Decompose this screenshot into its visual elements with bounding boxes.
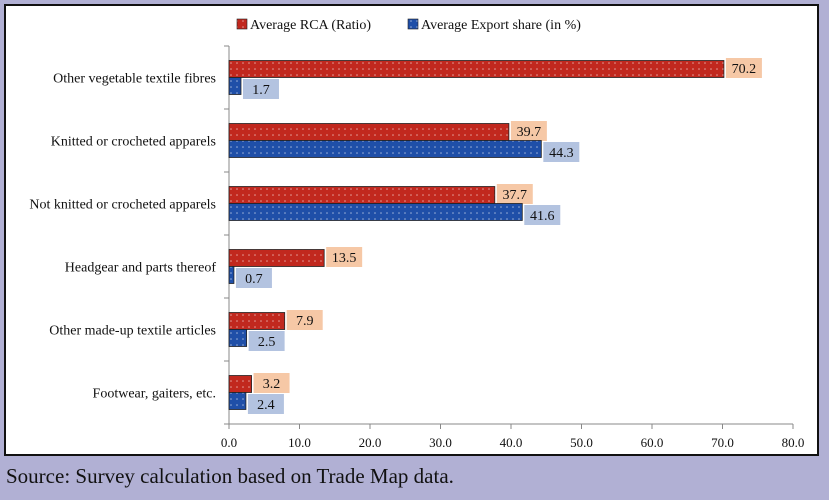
data-label-box xyxy=(286,310,323,330)
x-tick-label: 80.0 xyxy=(782,435,805,450)
rca-legend-label: Average RCA (Ratio) xyxy=(250,18,371,33)
export-share-data-label: 2.4 xyxy=(257,398,275,413)
rca-bar xyxy=(228,249,325,267)
rca-legend-swatch xyxy=(236,18,248,30)
data-label-box xyxy=(496,184,533,204)
data-label-box xyxy=(247,394,284,414)
rca-bar xyxy=(228,312,286,330)
rca-data-label: 37.7 xyxy=(503,188,528,203)
data-label-box xyxy=(725,58,762,78)
data-label-box xyxy=(326,247,363,267)
category-label: Not knitted or crocheted apparels xyxy=(29,198,216,213)
rca-data-label: 13.5 xyxy=(332,251,357,266)
rca-data-label: 7.9 xyxy=(296,314,314,329)
category-label: Headgear and parts thereof xyxy=(65,261,217,276)
x-tick-label: 40.0 xyxy=(500,435,523,450)
data-label-box xyxy=(242,79,279,99)
x-tick-label: 70.0 xyxy=(711,435,734,450)
export-share-bar xyxy=(228,203,523,221)
x-tick-label: 60.0 xyxy=(641,435,664,450)
x-tick-label: 10.0 xyxy=(288,435,311,450)
source-note: Source: Survey calculation based on Trad… xyxy=(6,464,454,488)
export-share-bar xyxy=(228,329,248,347)
x-tick-label: 0.0 xyxy=(221,435,237,450)
data-label-box xyxy=(543,142,580,162)
x-tick-label: 50.0 xyxy=(570,435,593,450)
export-share-legend-swatch xyxy=(407,18,419,30)
category-label: Other made-up textile articles xyxy=(49,324,216,339)
bar-chart: 0.0 10.0 20.0 30.0 40.0 50.0 60.0 70.0 80.0 Other… xyxy=(29,18,805,450)
x-tick-label: 20.0 xyxy=(359,435,382,450)
category-label: Other vegetable textile fibres xyxy=(53,72,216,87)
export-share-data-label: 2.5 xyxy=(258,335,276,350)
export-share-data-label: 41.6 xyxy=(530,209,555,224)
rca-bar xyxy=(228,60,725,78)
rca-bar xyxy=(228,186,496,204)
data-label-box xyxy=(248,331,285,351)
export-share-bar xyxy=(228,266,235,284)
rca-bar xyxy=(228,375,252,393)
data-label-box xyxy=(235,268,272,288)
data-label-box xyxy=(510,121,547,141)
export-share-bar xyxy=(228,77,242,95)
data-label-box xyxy=(253,373,290,393)
export-share-data-label: 44.3 xyxy=(549,146,574,161)
export-share-bar xyxy=(228,140,542,158)
export-share-legend-label: Average Export share (in %) xyxy=(421,18,581,33)
category-label: Knitted or crocheted apparels xyxy=(51,135,216,150)
export-share-data-label: 1.7 xyxy=(252,83,270,98)
chart-frame xyxy=(4,4,819,456)
category-label: Footwear, gaiters, etc. xyxy=(93,387,216,402)
export-share-data-label: 0.7 xyxy=(245,272,263,287)
rca-data-label: 3.2 xyxy=(263,377,281,392)
data-label-box xyxy=(524,205,561,225)
rca-data-label: 39.7 xyxy=(517,125,542,140)
rca-bar xyxy=(228,123,510,141)
export-share-bar xyxy=(228,392,247,410)
rca-data-label: 70.2 xyxy=(732,62,757,77)
x-tick-label: 30.0 xyxy=(429,435,452,450)
